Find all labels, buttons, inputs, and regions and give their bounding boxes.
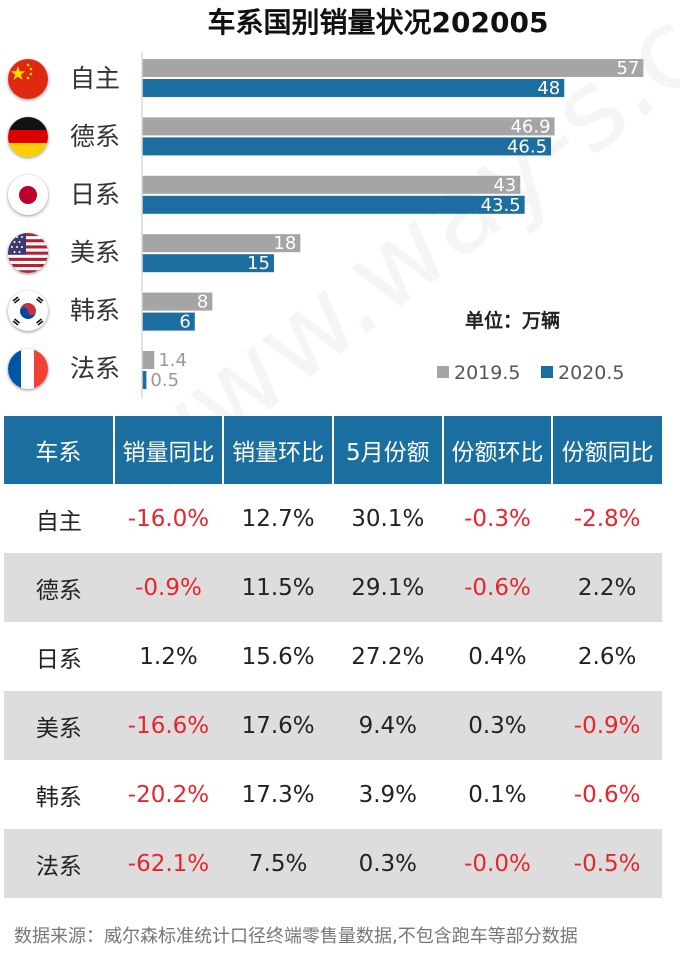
header-sales-mom: 销量环比 [222,416,333,484]
table-cell: -0.6% [442,553,553,622]
brand-label-american: 美系 [70,238,121,267]
table-cell: 法系 [4,829,114,898]
header-brand: 车系 [4,416,114,484]
table-cell: 30.1% [351,505,425,532]
table-cell: 29.1% [332,553,443,622]
korea-flag-icon [8,291,48,331]
sales-table: 车系 销量同比 销量环比 5月份额 份额环比 份额同比 自主 -16.0% 12… [4,416,662,898]
bar-2019.5-日系 [142,175,521,194]
brand-label-korean: 韩系 [70,296,121,325]
table-cell: 17.3% [241,781,315,808]
chart-title: 车系国别销量状况202005 [208,6,549,39]
table-cell: 自主 [35,508,82,535]
data-label-2020.5-美系: 15 [247,253,270,274]
unit-label: 单位：万辆 [465,309,560,332]
table-cell: 0.1% [468,781,527,808]
japan-flag-icon [8,175,48,215]
bar-2020.5-德系 [142,137,552,156]
bar-2020.5-法系 [142,371,147,389]
germany-flag-icon [8,117,48,157]
brand-label-domestic: 自主 [70,64,121,93]
header-share-yoy: 份额同比 [551,416,662,484]
table-cell: 3.9% [358,781,418,808]
bar-2019.5-韩系 [142,292,213,311]
data-label-2020.5-日系: 43.5 [481,195,521,216]
table-row: 美系 -16.6% 17.6% 9.4% 0.3% -0.9% [4,691,662,760]
bar-2020.5-自主 [142,79,565,97]
data-label-2020.5-自主: 48 [537,78,560,99]
bar-2020.5-日系 [142,195,525,214]
data-label-2020.5-韩系: 6 [179,312,190,333]
table-cell: 2.2% [552,553,662,622]
table-cell: 12.7% [241,505,315,532]
data-label-2020.5-法系: 0.5 [150,370,179,391]
bar-2020.5-韩系 [142,312,195,331]
table-row: 自主 -16.0% 12.7% 30.1% -0.3% -2.8% [4,484,662,553]
bar-2019.5-德系 [142,117,555,136]
france-flag-icon [8,349,48,389]
table-row: 韩系 -20.2% 17.3% 3.9% 0.1% -0.6% [4,760,662,829]
legend: 2019.5 2020.5 [437,362,624,384]
data-label-2019.5-法系: 1.4 [158,350,187,371]
table-cell: -20.2% [127,781,210,808]
brand-label-japanese: 日系 [70,180,121,209]
table-row: 法系 -62.1% 7.5% 0.3% -0.0% -0.5% [4,829,662,898]
data-label-2019.5-韩系: 8 [197,292,208,313]
china-flag-icon [8,59,48,99]
table-cell: 德系 [4,553,114,622]
table-cell: 7.5% [223,829,333,898]
table-cell: -62.1% [113,829,224,898]
data-label-2019.5-日系: 43 [493,175,516,196]
header-may-share: 5月份额 [331,416,443,484]
table-cell: 0.3% [442,691,553,760]
table-cell: 11.5% [223,553,333,622]
table-cell: -2.8% [573,505,641,532]
usa-flag-icon [8,233,48,273]
table-cell: -0.5% [552,829,662,898]
table-cell: -16.0% [127,505,210,532]
table-header-row: 车系 销量同比 销量环比 5月份额 份额环比 份额同比 [4,416,662,484]
bar-2020.5-美系 [142,254,274,273]
header-share-mom: 份额环比 [441,416,553,484]
table-row: 日系 1.2% 15.6% 27.2% 0.4% 2.6% [4,622,662,691]
table-cell: 美系 [4,691,114,760]
table-cell: -0.0% [442,829,553,898]
table-cell: 17.6% [223,691,333,760]
legend-label-2020: 2020.5 [558,362,624,384]
brand-label-french: 法系 [70,354,121,383]
brand-label-german: 德系 [70,122,121,151]
table-cell: 15.6% [241,643,315,670]
table-cell: 9.4% [332,691,443,760]
table-cell: 韩系 [35,784,82,811]
data-label-2019.5-德系: 46.9 [510,116,550,137]
data-label-2020.5-德系: 46.5 [507,136,547,157]
table-cell: 0.3% [332,829,443,898]
table-cell: 2.6% [577,643,637,670]
table-cell: -16.6% [113,691,224,760]
table-cell: -0.9% [552,691,662,760]
table-cell: -0.9% [113,553,224,622]
table-cell: 27.2% [351,643,425,670]
data-label-2019.5-自主: 57 [617,58,640,79]
bar-2019.5-法系 [142,351,155,369]
header-sales-yoy: 销量同比 [112,416,224,484]
legend-label-2019: 2019.5 [454,362,520,384]
table-cell: 0.4% [468,643,527,670]
table-cell: 1.2% [139,643,198,670]
bar-2019.5-美系 [142,234,301,253]
legend-swatch-2020 [541,366,553,378]
table-row: 德系 -0.9% 11.5% 29.1% -0.6% 2.2% [4,553,662,622]
table-cell: 日系 [35,646,82,673]
source-note: 数据来源：威尔森标准统计口径终端零售量数据,不包含跑车等部分数据 [14,926,578,947]
table-cell: -0.3% [464,505,531,532]
data-label-2019.5-美系: 18 [273,233,296,254]
bar-2019.5-自主 [142,59,644,77]
table-cell: -0.6% [573,781,641,808]
legend-swatch-2019 [437,366,449,378]
